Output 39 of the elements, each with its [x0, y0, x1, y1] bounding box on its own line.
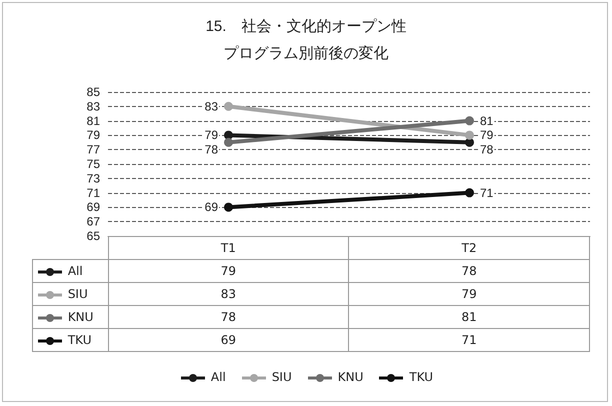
legend-label: TKU: [408, 370, 434, 384]
data-label: 71: [480, 186, 494, 200]
data-label: 69: [204, 200, 218, 214]
text: 79: [348, 282, 590, 306]
data-label: 79: [204, 128, 218, 142]
y-tick-label: 65: [86, 229, 100, 243]
y-tick-label: 75: [86, 157, 100, 171]
chart-title: 15. 社会・文化的オープン性: [206, 18, 406, 35]
text: 78: [348, 260, 590, 282]
y-tick-label: 85: [86, 85, 100, 99]
y-tick-label: 79: [86, 128, 100, 142]
y-tick-label: 73: [86, 171, 100, 186]
x-tick-label: T1: [108, 236, 349, 260]
data-label: 78: [480, 142, 494, 156]
text: 81: [348, 306, 590, 328]
y-tick-label: 81: [86, 114, 100, 128]
text: 69: [108, 328, 349, 352]
text: TKU: [68, 333, 92, 347]
legend-label: SIU: [32, 282, 108, 306]
data-label: 83: [204, 99, 218, 114]
text: 71: [348, 328, 590, 352]
legend-label: KNU: [32, 306, 108, 328]
y-tick-label: 83: [86, 99, 100, 114]
text: 78: [108, 306, 349, 328]
text: 83: [108, 282, 349, 306]
legend-label: All: [32, 260, 108, 282]
text: 79: [108, 260, 349, 282]
y-tick-label: 71: [86, 186, 100, 200]
data-label: 79: [480, 128, 494, 142]
y-tick-label: 77: [86, 142, 100, 157]
text: KNU: [338, 370, 364, 384]
data-label: 78: [204, 142, 218, 156]
y-tick-label: 69: [86, 200, 100, 214]
text: All: [210, 370, 226, 384]
y-tick-label: 67: [86, 214, 100, 229]
chart-subtitle: プログラム別前後の変化: [224, 45, 388, 62]
x-tick-label: T2: [348, 236, 590, 260]
text: SIU: [272, 370, 292, 384]
data-label: 81: [480, 114, 494, 128]
